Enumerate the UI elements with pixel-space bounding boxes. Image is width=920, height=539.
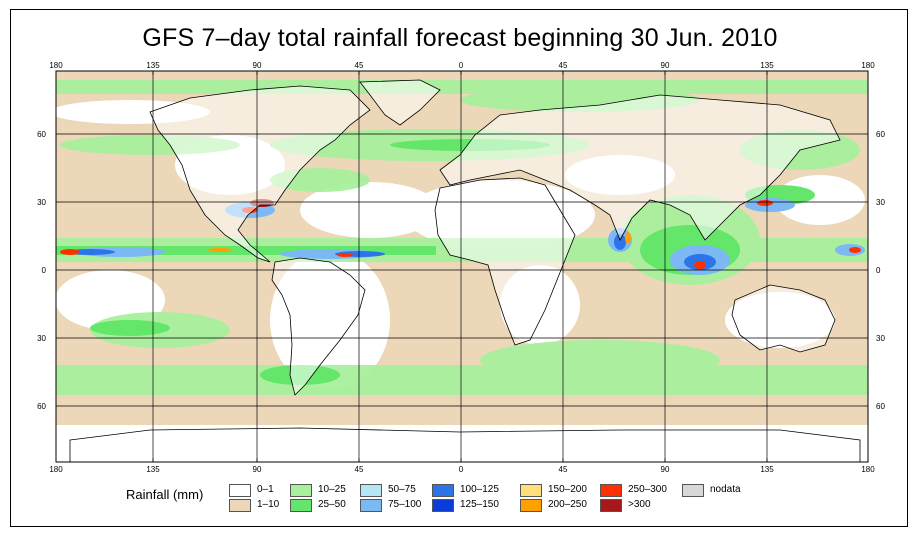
legend-swatch (360, 484, 382, 497)
lon-tick-bottom: 0 (459, 465, 464, 474)
lon-tick-bottom: 180 (861, 465, 875, 474)
legend-swatch (432, 484, 454, 497)
north-america (149, 85, 371, 263)
lon-tick-top: 180 (861, 61, 875, 70)
lat-tick-left: 30 (37, 334, 46, 343)
lon-tick-top: 135 (146, 61, 160, 70)
legend-swatch (520, 499, 542, 512)
legend-label: 250–300 (628, 484, 667, 495)
legend-swatch (360, 499, 382, 512)
south-america (271, 257, 366, 396)
legend-label: 100–125 (460, 484, 499, 495)
coastlines (69, 79, 861, 462)
lat-tick-left: 60 (37, 402, 46, 411)
legend-label: >300 (628, 499, 651, 510)
legend-swatch (290, 499, 312, 512)
legend-swatch (290, 484, 312, 497)
legend-label: 10–25 (318, 484, 346, 495)
lon-tick-top: 180 (49, 61, 63, 70)
greenland (359, 79, 441, 126)
lon-tick-bottom: 90 (253, 465, 262, 474)
legend-label: 50–75 (388, 484, 416, 495)
lon-tick-top: 90 (253, 61, 262, 70)
lon-tick-top: 90 (661, 61, 670, 70)
rainfall-map[interactable]: 180 135 90 45 0 45 90 135 180 180 135 90… (0, 0, 920, 480)
lon-tick-bottom: 90 (661, 465, 670, 474)
lon-tick-bottom: 135 (146, 465, 160, 474)
africa (434, 177, 576, 346)
australia (731, 284, 836, 353)
legend-label: nodata (710, 484, 741, 495)
lon-tick-top: 0 (459, 61, 464, 70)
tick-marks (55, 71, 869, 462)
lat-tick-left: 60 (37, 130, 46, 139)
lon-tick-top: 45 (559, 61, 568, 70)
lat-tick-right: 30 (876, 334, 885, 343)
legend-label: 1–10 (257, 499, 280, 510)
lat-tick-right: 60 (876, 130, 885, 139)
legend-label: 0–1 (257, 484, 274, 495)
legend-label: 25–50 (318, 499, 346, 510)
figure-frame (10, 9, 908, 527)
legend-swatch (520, 484, 542, 497)
lon-tick-bottom: 45 (355, 465, 364, 474)
lat-tick-right: 60 (876, 402, 885, 411)
lat-tick-left: 0 (42, 266, 47, 275)
legend-label: 75–100 (388, 499, 422, 510)
lon-tick-bottom: 180 (49, 465, 63, 474)
lon-tick-bottom: 135 (760, 465, 774, 474)
graticule (56, 71, 868, 462)
antarctica (69, 427, 861, 462)
legend-swatch (432, 499, 454, 512)
lon-tick-top: 135 (760, 61, 774, 70)
lat-tick-right: 0 (876, 266, 881, 275)
legend-label: 200–250 (548, 499, 587, 510)
lon-tick-bottom: 45 (559, 465, 568, 474)
legend-label: 150–200 (548, 484, 587, 495)
legend-swatch (600, 484, 622, 497)
lat-tick-left: 30 (37, 198, 46, 207)
eurasia (439, 94, 841, 241)
legend-swatch (229, 499, 251, 512)
map-title: GFS 7–day total rainfall forecast beginn… (142, 24, 778, 52)
legend-swatch (600, 499, 622, 512)
legend-swatch (682, 484, 704, 497)
legend-swatch (229, 484, 251, 497)
lon-tick-top: 45 (355, 61, 364, 70)
legend-title: Rainfall (mm) (126, 487, 204, 502)
map-border (55, 70, 869, 463)
lat-tick-right: 30 (876, 198, 885, 207)
legend-label: 125–150 (460, 499, 499, 510)
